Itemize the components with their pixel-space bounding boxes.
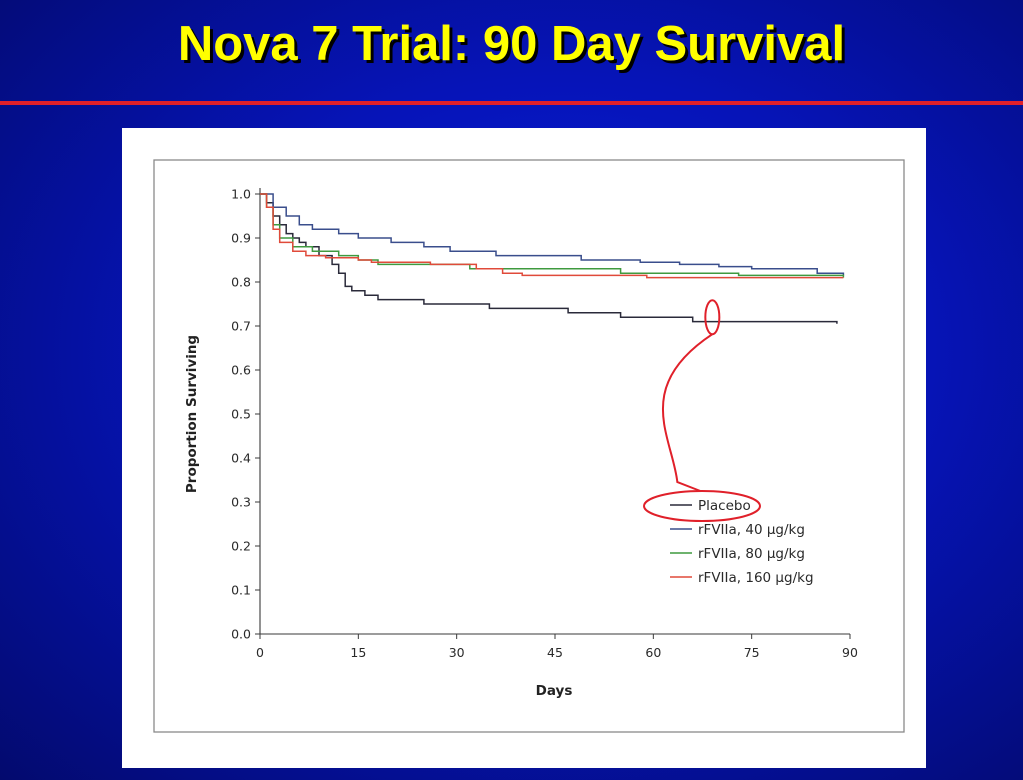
legend-label: rFVIIa, 160 μg/kg <box>698 570 814 586</box>
slide-title: Nova 7 Trial: 90 Day Survival <box>177 17 846 71</box>
y-tick-label: 0.5 <box>231 407 251 422</box>
x-tick-label: 30 <box>449 645 465 660</box>
y-tick-label: 0.0 <box>231 627 251 642</box>
chart-figure: 0.0 0.1 0.2 0.3 0.4 0.5 0.6 0.7 0.8 0.9 1.0 0 15 30 45… <box>122 128 926 768</box>
x-tick-label: 75 <box>744 645 760 660</box>
y-tick-label: 0.6 <box>231 363 251 378</box>
callout-connector <box>661 333 713 492</box>
series-line-1 <box>260 193 838 324</box>
legend-label: rFVIIa, 40 μg/kg <box>698 522 805 538</box>
callout-ellipse-curve <box>704 299 721 336</box>
y-tick-label: 0.3 <box>231 495 251 510</box>
y-tick-label: 1.0 <box>231 187 251 202</box>
y-tick-label: 0.2 <box>231 539 251 554</box>
y-axis-title: Proportion Surviving <box>184 335 200 493</box>
legend-label: rFVIIa, 80 μg/kg <box>698 546 805 562</box>
x-tick-label: 45 <box>547 645 563 660</box>
y-tick-label: 0.4 <box>231 451 251 466</box>
x-axis-title: Days <box>536 683 573 699</box>
series-line-2 <box>260 193 845 276</box>
x-tick-label: 0 <box>256 645 264 660</box>
y-tick-label: 0.8 <box>231 275 251 290</box>
y-tick-label: 0.9 <box>231 231 251 246</box>
survival-chart: 0.0 0.1 0.2 0.3 0.4 0.5 0.6 0.7 0.8 0.9 1.0 0 15 30 45… <box>153 159 905 733</box>
y-tick-label: 0.7 <box>231 319 251 334</box>
figure-frame <box>153 159 905 733</box>
x-tick-label: 90 <box>842 645 858 660</box>
series-line-4 <box>260 193 844 279</box>
x-tick-label: 15 <box>350 645 366 660</box>
legend-label: Placebo <box>698 498 751 514</box>
x-tick-label: 60 <box>645 645 661 660</box>
callout-ellipse-legend <box>643 490 761 522</box>
series-line-3 <box>260 193 845 278</box>
title-divider <box>0 101 1023 105</box>
y-tick-label: 0.1 <box>231 583 251 598</box>
